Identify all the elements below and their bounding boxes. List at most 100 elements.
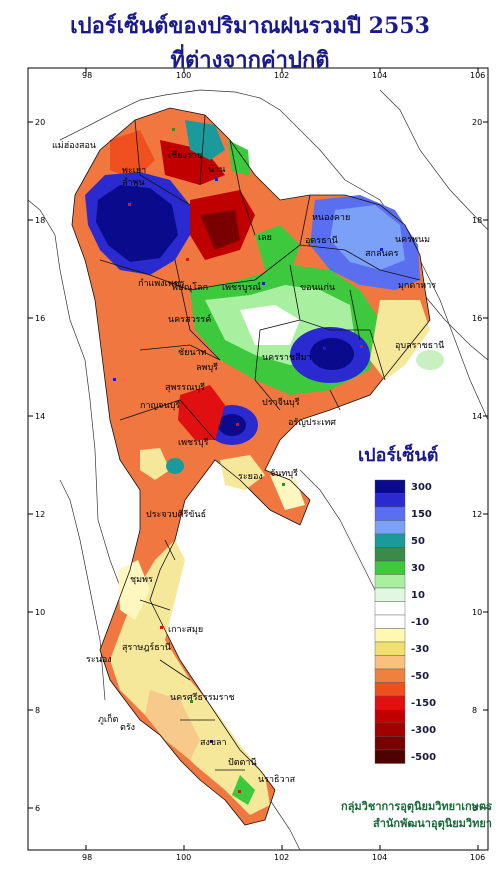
legend-label: -500 [411, 752, 436, 763]
place-label: ภูเก็ต [98, 712, 118, 725]
x-tick-bottom: 98 [82, 853, 92, 862]
place-label: สงขลา [200, 738, 227, 748]
legend-swatch [374, 493, 406, 508]
province-borders [71, 107, 431, 826]
legend-swatch [374, 668, 406, 683]
legend-swatch [374, 628, 406, 643]
legend-swatch [374, 520, 406, 535]
y-tick-left: 10 [35, 608, 45, 617]
legend-swatch [374, 614, 406, 629]
x-tick-top: 100 [176, 71, 191, 80]
y-tick-right: 20 [472, 118, 482, 127]
place-label: ระนอง [86, 655, 112, 665]
place-labels: เชียงราย พะเยา น่าน แม่ฮ่องสอน ลำพูน หนอ… [52, 141, 444, 785]
y-tick-right: 14 [472, 412, 482, 421]
legend-swatch [374, 601, 406, 616]
y-tick-right: 6 [472, 804, 477, 813]
place-label: กาญจนบุรี [140, 400, 180, 411]
y-tick-right: 8 [472, 706, 477, 715]
legend-label: -50 [411, 671, 429, 682]
map-title-line1: เปอร์เซ็นต์ของปริมาณฝนรวมปี 2553 [70, 13, 430, 39]
place-label: สุราษฎร์ธานี [122, 641, 171, 653]
x-tick-labels: 98 100 102 104 106 98 100 102 104 106 [82, 71, 485, 862]
y-tick-left: 6 [35, 804, 40, 813]
place-label: หนองคาย [312, 213, 350, 223]
x-tick-top: 102 [274, 71, 289, 80]
place-label: ปราจีนบุรี [262, 397, 300, 408]
y-tick-right: 12 [472, 510, 482, 519]
x-tick-bottom: 104 [372, 853, 387, 862]
y-tick-labels: 20 18 16 14 12 10 8 6 20 18 16 14 12 10 … [35, 118, 482, 813]
place-label: กำแพงเพชร [138, 278, 185, 289]
legend-swatch [374, 709, 406, 724]
legend-swatch [374, 560, 406, 575]
place-label: เพชรบุรี [178, 437, 209, 448]
legend-swatch [374, 479, 406, 494]
legend-swatch [374, 682, 406, 697]
legend-swatch [374, 641, 406, 656]
place-label: นครพนม [395, 235, 430, 245]
legend-swatch [374, 736, 406, 751]
y-tick-left: 18 [35, 216, 45, 225]
place-label: นราธิวาส [258, 774, 296, 785]
place-label: อรัญประเทศ [288, 418, 336, 428]
legend-swatch [374, 722, 406, 737]
legend-label: 30 [411, 563, 425, 574]
station-markers [113, 128, 383, 793]
place-label: ชุมพร [130, 575, 153, 585]
legend-swatch [374, 574, 406, 589]
place-label: อุดรธานี [305, 235, 338, 246]
y-tick-right: 10 [472, 608, 482, 617]
credit-line1: กลุ่มวิชาการอุตุนิยมวิทยาเกษตร [341, 800, 492, 813]
legend-label: -10 [411, 617, 429, 628]
x-tick-top: 104 [372, 71, 387, 80]
legend-label: -30 [411, 644, 429, 655]
x-tick-top: 98 [82, 71, 92, 80]
place-label: สุพรรณบุรี [165, 382, 205, 393]
place-label: ตรัง [120, 723, 135, 733]
x-tick-bottom: 100 [176, 853, 191, 862]
legend-label: 10 [411, 590, 425, 601]
x-tick-bottom: 102 [274, 853, 289, 862]
place-label: เลย [258, 233, 272, 243]
legend-label: 150 [411, 509, 432, 520]
legend-colorbar: 300 150 50 30 10 -10 -30 -50 -150 -300 -500 [374, 479, 436, 764]
place-label: สกลนคร [365, 249, 399, 259]
x-tick-top: 106 [470, 71, 485, 80]
place-label: ลำพูน [122, 177, 145, 188]
y-tick-right: 18 [472, 216, 482, 225]
place-label: ลพบุรี [196, 362, 218, 373]
place-label: เชียงราย [168, 150, 202, 161]
y-tick-left: 20 [35, 118, 45, 127]
place-label: แม่ฮ่องสอน [52, 141, 96, 151]
x-tick-bottom: 106 [470, 853, 485, 862]
legend-title: เปอร์เซ็นต์ [358, 445, 439, 466]
place-label: อุบลราชธานี [395, 340, 444, 351]
legend-swatch [374, 655, 406, 670]
place-label: ขอนแก่น [300, 283, 335, 293]
place-label: ระยอง [238, 472, 263, 482]
legend-swatch [374, 749, 406, 764]
place-label: นครศรีธรรมราช [170, 692, 235, 703]
legend-label: 50 [411, 536, 425, 547]
place-label: ปัตตานี [228, 757, 257, 768]
place-label: น่าน [208, 165, 225, 175]
y-tick-left: 14 [35, 412, 45, 421]
place-label: นครราชสีมา [262, 352, 311, 363]
legend-label: -150 [411, 698, 436, 709]
place-label: เพชรบูรณ์ [222, 281, 261, 293]
legend-label: -300 [411, 725, 436, 736]
place-label: เกาะสมุย [168, 625, 203, 635]
place-label: ชัยนาท [178, 348, 207, 358]
legend-swatch [374, 587, 406, 602]
rainfall-field [72, 108, 444, 825]
credit-line2: สำนักพัฒนาอุตุนิยมวิทยา [373, 817, 492, 830]
graticule [28, 68, 488, 850]
place-label: จันทบุรี [270, 468, 298, 479]
y-tick-left: 16 [35, 314, 45, 323]
y-tick-left: 8 [35, 706, 40, 715]
place-label: มุกดาหาร [398, 281, 436, 291]
legend-label: 300 [411, 482, 432, 493]
legend-swatch [374, 533, 406, 548]
